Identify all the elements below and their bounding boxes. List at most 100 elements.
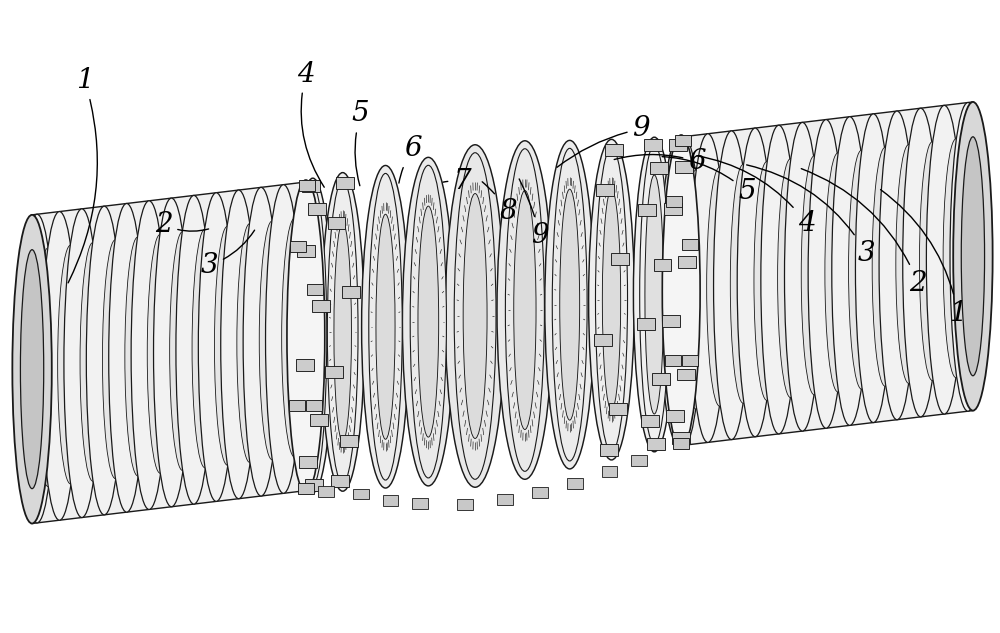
FancyBboxPatch shape [312,300,330,311]
Text: 9: 9 [557,115,650,167]
FancyBboxPatch shape [600,444,618,456]
FancyBboxPatch shape [602,466,617,477]
Ellipse shape [58,245,84,484]
Ellipse shape [761,125,797,434]
FancyBboxPatch shape [306,400,322,411]
Ellipse shape [237,223,263,463]
FancyBboxPatch shape [675,161,693,173]
FancyBboxPatch shape [318,486,334,497]
FancyBboxPatch shape [682,239,698,249]
Text: 5: 5 [352,101,369,185]
Ellipse shape [35,248,61,487]
FancyBboxPatch shape [353,489,369,499]
FancyBboxPatch shape [675,135,691,146]
FancyBboxPatch shape [532,487,548,498]
Ellipse shape [825,153,851,392]
Ellipse shape [514,191,536,430]
FancyBboxPatch shape [302,180,320,192]
Ellipse shape [304,216,322,455]
FancyBboxPatch shape [412,498,428,510]
Ellipse shape [282,218,308,457]
Ellipse shape [321,173,365,491]
Ellipse shape [109,203,145,512]
Ellipse shape [102,240,128,479]
FancyBboxPatch shape [297,245,315,257]
FancyBboxPatch shape [641,415,659,427]
Ellipse shape [463,194,487,439]
Ellipse shape [666,137,702,445]
FancyBboxPatch shape [631,455,647,466]
Ellipse shape [855,114,891,423]
Ellipse shape [131,201,167,510]
Ellipse shape [299,186,327,485]
FancyBboxPatch shape [567,478,583,489]
Ellipse shape [714,131,749,439]
FancyBboxPatch shape [605,144,623,156]
FancyBboxPatch shape [296,359,314,371]
Ellipse shape [778,159,804,398]
Ellipse shape [288,182,324,491]
FancyBboxPatch shape [328,216,345,229]
FancyBboxPatch shape [677,368,695,380]
Ellipse shape [602,189,621,410]
FancyBboxPatch shape [672,432,690,444]
Ellipse shape [86,206,122,515]
Text: 2: 2 [155,211,209,238]
FancyBboxPatch shape [497,494,513,505]
FancyBboxPatch shape [308,203,326,215]
FancyBboxPatch shape [664,203,682,215]
Ellipse shape [801,156,827,395]
Ellipse shape [737,128,773,437]
Ellipse shape [919,142,945,380]
Ellipse shape [754,161,780,401]
FancyBboxPatch shape [594,334,612,346]
Ellipse shape [19,214,55,523]
Ellipse shape [287,180,325,492]
FancyBboxPatch shape [644,139,662,151]
Text: 6: 6 [614,148,706,175]
Ellipse shape [497,141,553,479]
Text: 7: 7 [443,168,471,195]
FancyBboxPatch shape [342,286,360,298]
FancyBboxPatch shape [678,256,696,268]
FancyBboxPatch shape [666,410,684,422]
Text: 6: 6 [399,135,422,183]
FancyBboxPatch shape [298,483,314,494]
Ellipse shape [659,137,699,446]
Ellipse shape [418,206,439,437]
Ellipse shape [266,185,301,493]
Ellipse shape [552,148,587,461]
Ellipse shape [20,249,44,489]
FancyBboxPatch shape [669,139,687,151]
Ellipse shape [125,237,151,476]
FancyBboxPatch shape [299,456,317,468]
Ellipse shape [903,108,939,417]
Ellipse shape [849,150,875,389]
Ellipse shape [147,234,173,473]
Ellipse shape [42,211,77,520]
FancyBboxPatch shape [611,253,629,265]
FancyBboxPatch shape [340,435,358,447]
FancyBboxPatch shape [665,355,681,366]
FancyBboxPatch shape [310,414,328,426]
Text: 5: 5 [662,156,756,205]
Ellipse shape [154,198,189,507]
FancyBboxPatch shape [662,315,680,327]
Ellipse shape [950,103,986,411]
FancyBboxPatch shape [325,366,343,378]
Text: 4: 4 [297,61,324,187]
FancyBboxPatch shape [290,241,306,253]
FancyBboxPatch shape [305,479,323,491]
FancyBboxPatch shape [682,355,698,366]
Text: 3: 3 [200,230,255,279]
FancyBboxPatch shape [654,259,671,271]
FancyBboxPatch shape [637,318,655,330]
Ellipse shape [505,149,544,472]
FancyBboxPatch shape [307,284,323,295]
Ellipse shape [926,105,962,414]
FancyBboxPatch shape [331,475,349,487]
FancyBboxPatch shape [638,204,656,216]
Ellipse shape [961,137,985,376]
Ellipse shape [832,116,868,425]
Ellipse shape [362,165,409,488]
